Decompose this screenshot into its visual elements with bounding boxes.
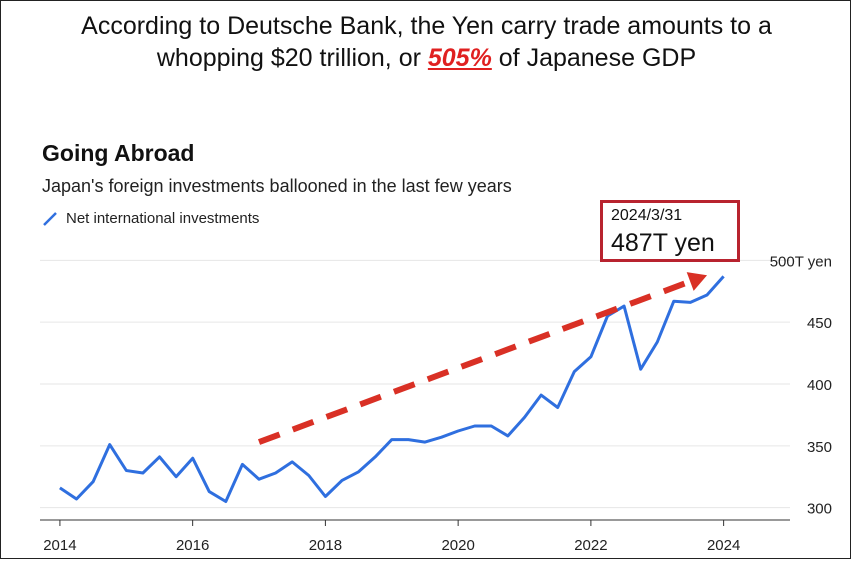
legend-label: Net international investments	[66, 210, 260, 227]
callout-date: 2024/3/31	[611, 207, 683, 224]
trend-arrow-line	[257, 278, 692, 445]
chart-subtitle: Japan's foreign investments ballooned in…	[42, 176, 512, 196]
headline-line-2: whopping $20 trillion, or 505% of Japane…	[0, 42, 853, 74]
headline-line-2-prefix: whopping $20 trillion, or	[156, 44, 428, 72]
x-tick-label: 2016	[176, 537, 209, 554]
headline-highlight: 505%	[427, 44, 492, 72]
trend-arrow-head	[686, 272, 708, 291]
callout-value: 487T yen	[611, 229, 715, 257]
y-tick-label: 450	[807, 315, 832, 332]
x-tick-label: 2018	[309, 537, 342, 554]
y-tick-label: 350	[807, 439, 832, 456]
chart-title: Going Abroad	[42, 140, 195, 166]
chart-legend: Net international investments	[42, 210, 259, 227]
x-tick-label: 2014	[43, 537, 76, 554]
y-tick-label: 500T yen	[770, 253, 832, 270]
headline-line-1: According to Deutsche Bank, the Yen carr…	[81, 12, 772, 40]
series-line	[59, 275, 725, 503]
y-tick-label: 300	[807, 501, 832, 518]
y-tick-label: 400	[807, 377, 832, 394]
x-tick-label: 2020	[441, 537, 474, 554]
value-callout: 2024/3/31 487T yen	[600, 200, 740, 262]
legend-line-icon	[43, 211, 57, 226]
x-tick-label: 2022	[574, 537, 607, 554]
headline-line-2-suffix: of Japanese GDP	[491, 44, 697, 72]
x-tick-label: 2024	[707, 537, 740, 554]
